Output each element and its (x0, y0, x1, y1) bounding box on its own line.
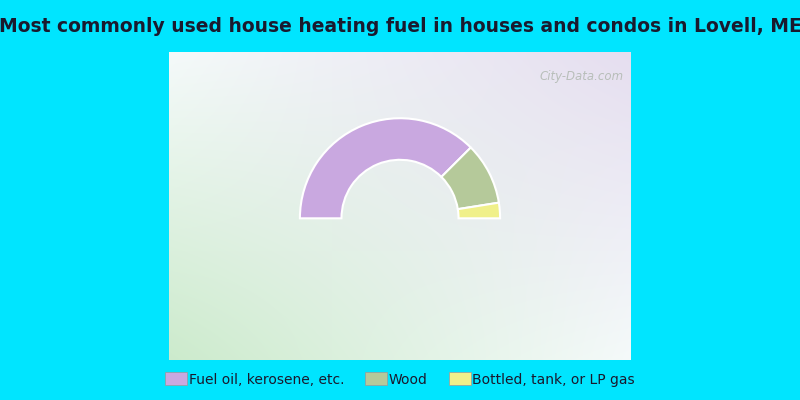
Wedge shape (458, 203, 500, 218)
Legend: Fuel oil, kerosene, etc., Wood, Bottled, tank, or LP gas: Fuel oil, kerosene, etc., Wood, Bottled,… (160, 368, 640, 392)
Wedge shape (442, 148, 499, 209)
Text: Most commonly used house heating fuel in houses and condos in Lovell, ME: Most commonly used house heating fuel in… (0, 16, 800, 36)
Text: City-Data.com: City-Data.com (539, 70, 623, 84)
Wedge shape (300, 118, 470, 218)
